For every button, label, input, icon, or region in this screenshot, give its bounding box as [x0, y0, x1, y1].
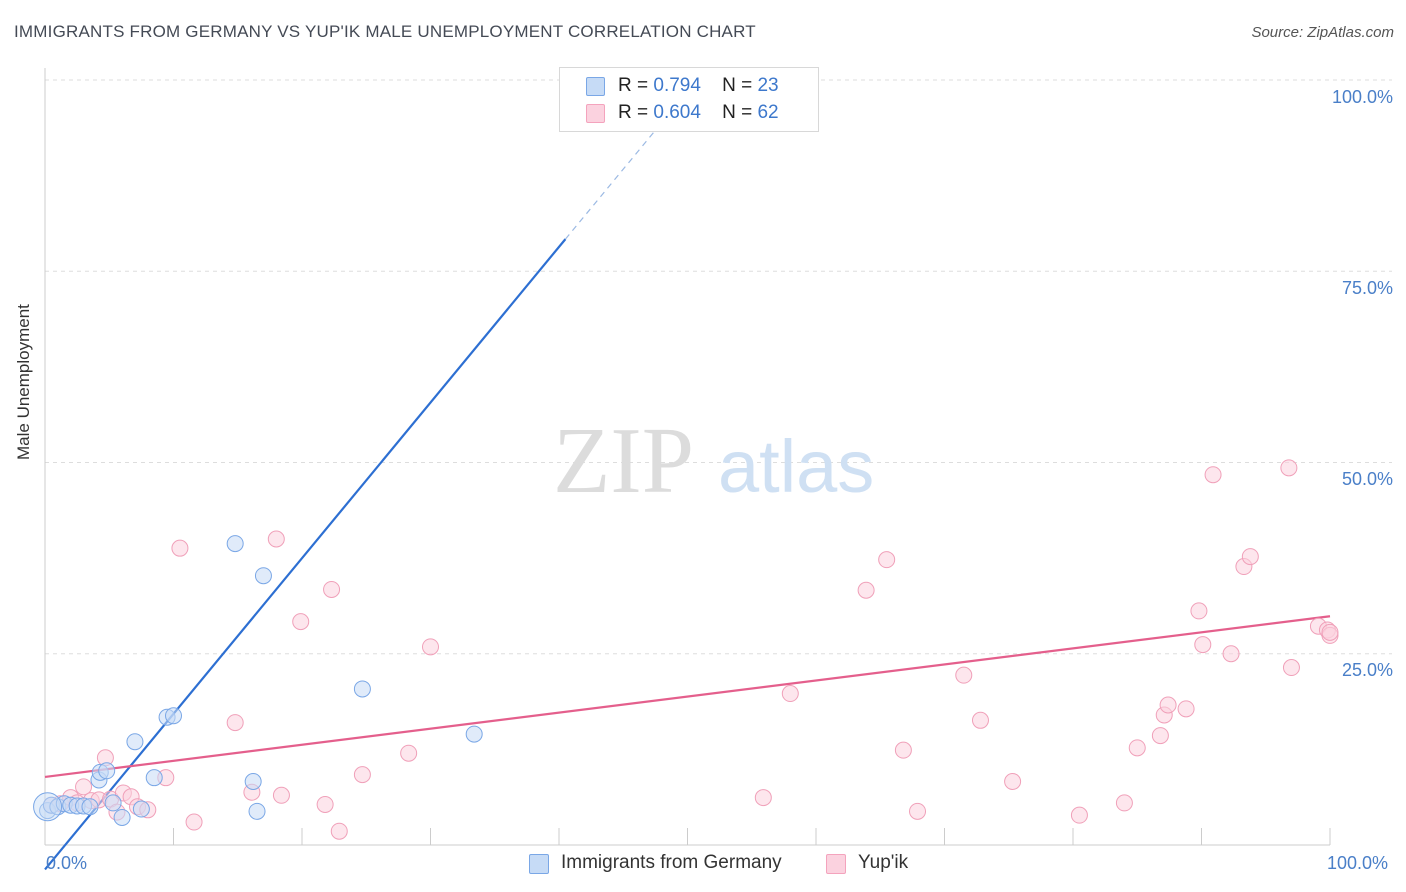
- yupik-swatch: [586, 104, 605, 123]
- germany-point: [226, 535, 244, 553]
- yupik-point: [1190, 602, 1208, 620]
- germany-point: [132, 800, 150, 818]
- yupik-point: [1282, 659, 1300, 677]
- x-tick-label: 0.0%: [46, 853, 88, 873]
- yupik-point: [1177, 700, 1195, 718]
- yupik-point: [878, 551, 896, 569]
- watermark-zip: ZIP: [553, 409, 694, 513]
- yupik-point: [894, 741, 912, 759]
- yupik-point: [781, 685, 799, 703]
- n-value: 23: [757, 75, 779, 96]
- germany-trend-line: [44, 238, 567, 871]
- yupik-point: [1321, 623, 1339, 641]
- y-tick-label: 50.0%: [1341, 469, 1393, 489]
- germany-point: [113, 808, 131, 826]
- yupik-point: [1204, 466, 1222, 484]
- axes: [44, 68, 1331, 846]
- yupik-point: [75, 778, 93, 796]
- y-tick-label: 75.0%: [1341, 278, 1393, 298]
- r-label: R =: [618, 75, 649, 96]
- yupik-points: [42, 459, 1339, 840]
- yupik-swatch: [826, 854, 846, 874]
- germany-point: [353, 680, 371, 698]
- grid-lines: [45, 79, 1392, 655]
- yupik-point: [323, 580, 341, 598]
- germany-point: [98, 762, 116, 780]
- yupik-point: [353, 766, 371, 784]
- germany-point: [33, 792, 63, 822]
- yupik-point: [226, 714, 244, 732]
- yupik-point: [1241, 548, 1259, 566]
- yupik-point: [955, 666, 973, 684]
- yupik-point: [971, 711, 989, 729]
- yupik-point: [1004, 773, 1022, 791]
- yupik-point: [267, 530, 285, 548]
- germany-points: [33, 71, 630, 826]
- legend-label: Immigrants from Germany: [561, 852, 782, 873]
- yupik-point: [909, 802, 927, 820]
- yupik-point: [1115, 794, 1133, 812]
- germany-point: [165, 707, 182, 725]
- yupik-point: [1151, 727, 1169, 745]
- yupik-point: [754, 789, 772, 807]
- watermark-atlas: atlas: [718, 425, 874, 508]
- germany-swatch: [586, 77, 605, 96]
- yupik-point: [330, 822, 348, 840]
- yupik-point: [1222, 645, 1240, 663]
- r-value: 0.794: [653, 75, 701, 96]
- y-tick-label: 25.0%: [1341, 660, 1393, 680]
- n-value: 62: [757, 102, 779, 123]
- yupik-point: [1280, 459, 1298, 477]
- yupik-trend-line: [44, 615, 1331, 779]
- germany-point: [248, 802, 266, 820]
- yupik-point: [1070, 806, 1088, 824]
- germany-point: [465, 725, 483, 743]
- germany-point: [254, 567, 272, 585]
- chart-title: IMMIGRANTS FROM GERMANY VS YUP'IK MALE U…: [14, 22, 756, 41]
- source-label: Source: ZipAtlas.com: [1251, 24, 1394, 41]
- yupik-point: [1128, 739, 1146, 757]
- yupik-point: [1159, 696, 1177, 714]
- correlation-legend: R = 0.794 N = 23 R = 0.604 N = 62: [559, 67, 819, 132]
- legend-label: Yup'ik: [858, 852, 909, 873]
- watermark: ZIP atlas: [553, 409, 874, 513]
- yupik-point: [185, 813, 203, 831]
- r-value: 0.604: [653, 102, 701, 123]
- n-label: N =: [722, 102, 753, 123]
- yupik-point: [171, 539, 189, 557]
- germany-point: [145, 769, 163, 787]
- yupik-point: [857, 581, 875, 599]
- y-axis-label: Male Unemployment: [14, 304, 33, 460]
- y-tick-label: 100.0%: [1331, 87, 1393, 107]
- r-label: R =: [618, 102, 649, 123]
- germany-swatch: [529, 854, 549, 874]
- yupik-point: [272, 786, 290, 804]
- yupik-point: [400, 744, 418, 762]
- yupik-point: [422, 638, 439, 656]
- germany-point: [244, 773, 262, 791]
- yupik-point: [316, 795, 334, 813]
- n-label: N =: [722, 75, 753, 96]
- x-tick-label: 100.0%: [1327, 853, 1389, 873]
- germany-point: [81, 798, 99, 816]
- germany-point: [126, 733, 144, 751]
- germany-point: [104, 794, 122, 812]
- yupik-point: [292, 613, 310, 631]
- yupik-point: [1194, 636, 1212, 654]
